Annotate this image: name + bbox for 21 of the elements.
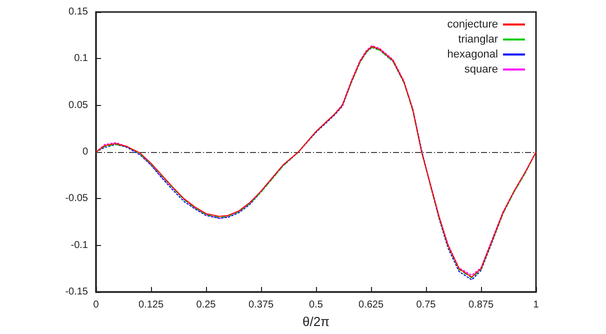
x-tick-label: 0.875 xyxy=(468,300,494,310)
y-tick-label: 0.15 xyxy=(68,6,88,18)
y-tick-label: -0.15 xyxy=(65,286,88,298)
y-tick-label: 0.1 xyxy=(74,53,88,64)
x-tick-label: 0 xyxy=(93,300,100,310)
y-tick-label: -0.05 xyxy=(65,193,88,204)
x-tick-label: 0.625 xyxy=(358,300,384,310)
legend-label: trianglar xyxy=(458,34,498,46)
y-tick-label: -0.1 xyxy=(70,240,88,251)
x-tick-label: 0.125 xyxy=(138,300,164,310)
legend-label: hexagonal xyxy=(447,48,498,60)
x-tick-label: 0.375 xyxy=(248,300,274,310)
x-tick-label: 0.5 xyxy=(309,300,324,310)
x-tick-label: 0.25 xyxy=(196,300,216,310)
x-tick-label: 0.75 xyxy=(416,300,436,310)
y-tick-label: 0.05 xyxy=(68,100,88,111)
y-tick-label: 0 xyxy=(82,146,88,158)
x-axis-title: θ/2π xyxy=(302,314,330,329)
legend-label: conjecture xyxy=(447,18,498,30)
x-tick-label: 1 xyxy=(533,300,540,310)
legend-label: square xyxy=(464,64,498,76)
